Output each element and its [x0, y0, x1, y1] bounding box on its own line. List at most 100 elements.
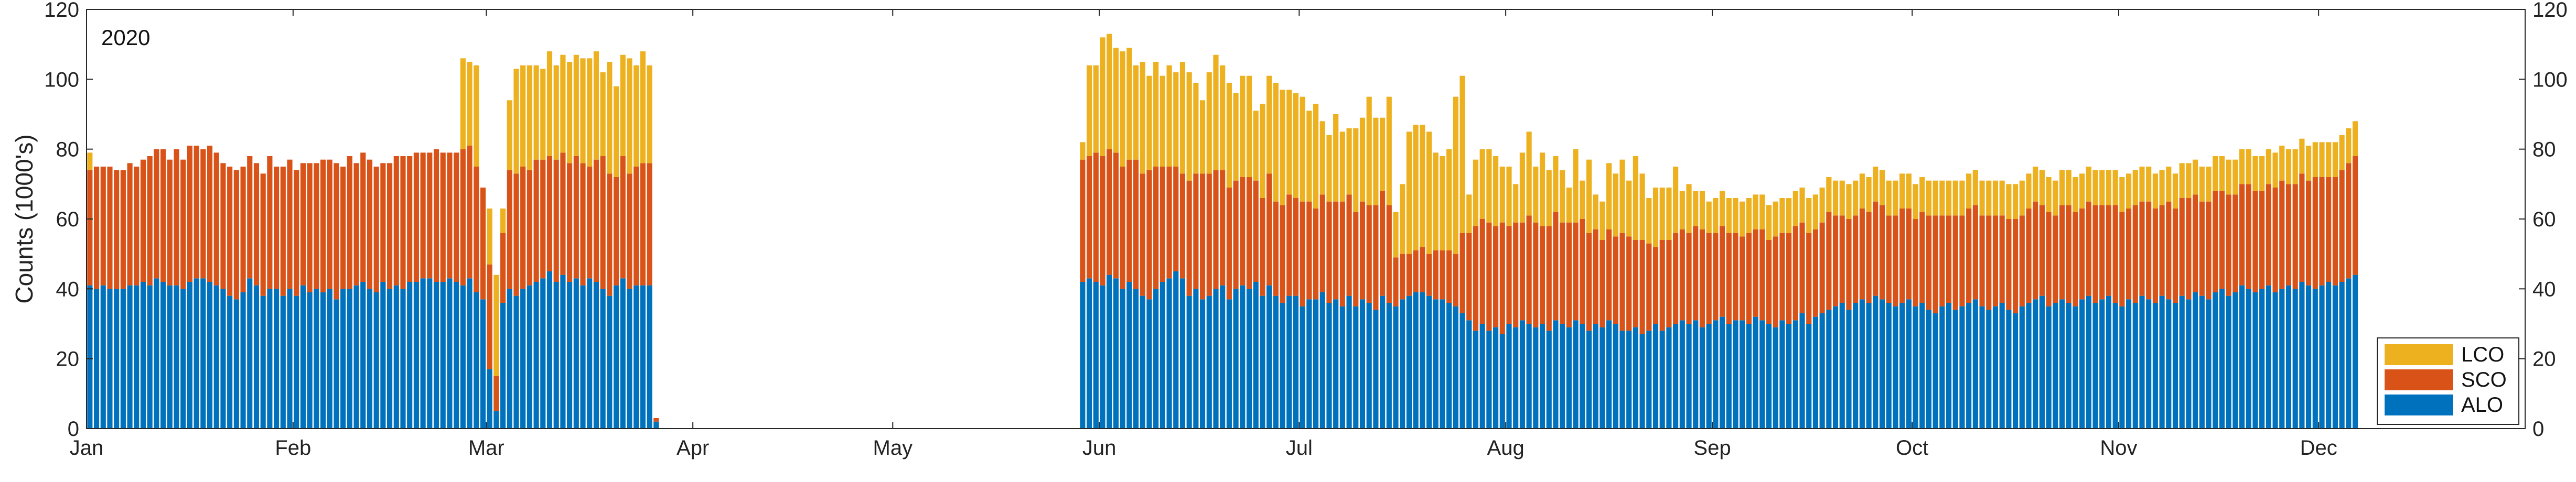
bar-lco-day-251 [1753, 194, 1758, 229]
legend-label-sco: SCO [2461, 368, 2507, 391]
bar-lco-day-170 [1213, 54, 1219, 170]
bar-sco-day-154 [1107, 149, 1112, 275]
bar-lco-day-216 [1519, 152, 1525, 223]
bar-lco-day-318 [2199, 167, 2205, 202]
bar-alo-day-252 [1759, 320, 1765, 429]
bar-sco-day-47 [393, 156, 399, 286]
bar-alo-day-317 [2193, 292, 2198, 429]
bar-alo-day-316 [2186, 299, 2192, 429]
bar-sco-day-310 [2146, 201, 2152, 300]
bar-lco-day-259 [1806, 198, 1812, 233]
bar-lco-day-217 [1526, 132, 1532, 216]
bar-sco-day-208 [1466, 233, 1472, 321]
bar-lco-day-250 [1746, 198, 1752, 233]
bar-sco-day-7 [127, 163, 133, 286]
bar-sco-day-325 [2246, 184, 2251, 289]
bar-alo-day-200 [1413, 292, 1419, 429]
bar-lco-day-158 [1133, 65, 1139, 160]
bar-alo-day-225 [1580, 324, 1585, 429]
bar-sco-day-19 [207, 146, 213, 282]
bar-sco-day-330 [2279, 180, 2285, 289]
bar-lco-day-177 [1260, 104, 1265, 198]
bar-alo-day-31 [287, 289, 293, 429]
bar-sco-day-236 [1652, 247, 1659, 324]
bar-sco-day-10 [147, 156, 153, 286]
bar-sco-day-286 [1986, 215, 1992, 310]
bar-lco-day-276 [1919, 177, 1925, 212]
bar-lco-day-323 [2232, 159, 2238, 195]
bar-sco-day-151 [1087, 156, 1092, 279]
bar-sco-day-338 [2332, 177, 2338, 286]
bar-sco-day-340 [2346, 163, 2352, 279]
bar-lco-day-81 [620, 54, 626, 156]
bar-lco-day-182 [1293, 93, 1299, 198]
bar-alo-day-65 [513, 295, 519, 429]
xtick-label-may: May [873, 436, 913, 459]
bar-lco-day-222 [1560, 170, 1565, 223]
bar-lco-day-277 [1926, 180, 1931, 216]
bar-sco-day-76 [587, 167, 593, 279]
bar-sco-day-314 [2172, 209, 2178, 303]
bar-alo-day-335 [2312, 289, 2318, 429]
bar-lco-day-227 [1593, 194, 1598, 229]
bar-lco-day-339 [2339, 135, 2345, 170]
bar-lco-day-69 [540, 69, 546, 160]
bar-sco-day-262 [1826, 212, 1832, 310]
bar-alo-day-299 [2073, 306, 2078, 429]
bar-sco-day-245 [1713, 233, 1719, 321]
bar-alo-day-163 [1166, 278, 1172, 429]
bar-alo-day-23 [233, 299, 239, 429]
bar-sco-day-68 [533, 159, 539, 282]
bar-sco-day-75 [580, 163, 586, 286]
bar-sco-day-200 [1413, 250, 1419, 292]
bar-sco-day-66 [520, 167, 526, 289]
bar-alo-day-219 [1539, 324, 1545, 429]
bar-sco-day-316 [2186, 198, 2192, 300]
bar-sco-day-280 [1946, 215, 1952, 303]
bar-alo-day-44 [373, 292, 379, 429]
bar-alo-day-303 [2099, 299, 2105, 429]
bar-lco-day-285 [1979, 180, 1985, 216]
bar-alo-day-321 [2219, 289, 2225, 429]
bar-alo-day-271 [1886, 303, 1892, 429]
bar-sco-day-247 [1726, 233, 1732, 324]
bar-sco-day-180 [1280, 205, 1285, 303]
bar-lco-day-334 [2306, 146, 2312, 181]
bar-alo-day-38 [334, 299, 339, 429]
bar-lco-day-163 [1166, 65, 1172, 167]
bar-lco-day-200 [1413, 125, 1419, 250]
bar-sco-day-74 [573, 156, 579, 279]
bar-sco-day-224 [1573, 222, 1579, 321]
bar-lco-day-304 [2106, 170, 2112, 205]
bar-lco-day-62 [493, 275, 499, 376]
bar-sco-day-283 [1966, 209, 1972, 303]
bar-lco-day-82 [627, 58, 632, 174]
bar-alo-day-35 [314, 289, 319, 429]
bar-alo-day-304 [2106, 295, 2112, 429]
bar-sco-day-18 [200, 149, 206, 279]
bar-lco-day-269 [1873, 167, 1879, 202]
bar-alo-day-186 [1319, 292, 1325, 429]
bars-layer [87, 34, 2358, 429]
bar-alo-day-306 [2119, 306, 2125, 429]
bar-sco-day-270 [1879, 205, 1885, 300]
bar-alo-day-25 [247, 278, 253, 429]
bar-lco-day-313 [2166, 167, 2172, 202]
bar-lco-day-258 [1799, 188, 1805, 223]
bar-lco-day-84 [640, 51, 646, 163]
bar-sco-day-292 [2026, 209, 2032, 303]
bar-lco-day-178 [1266, 75, 1272, 174]
bar-lco-day-179 [1273, 83, 1279, 202]
bar-lco-day-232 [1626, 180, 1632, 237]
bar-sco-day-43 [367, 159, 373, 289]
bar-alo-day-28 [267, 289, 273, 429]
bar-alo-day-275 [1913, 306, 1918, 429]
bar-alo-day-208 [1466, 320, 1472, 429]
bar-sco-day-331 [2285, 184, 2292, 286]
bar-sco-day-77 [593, 159, 599, 282]
bar-alo-day-166 [1186, 295, 1192, 429]
bar-alo-day-257 [1793, 320, 1798, 429]
bar-alo-day-305 [2112, 303, 2118, 429]
bar-alo-day-199 [1406, 295, 1412, 429]
bar-alo-day-21 [220, 289, 226, 429]
